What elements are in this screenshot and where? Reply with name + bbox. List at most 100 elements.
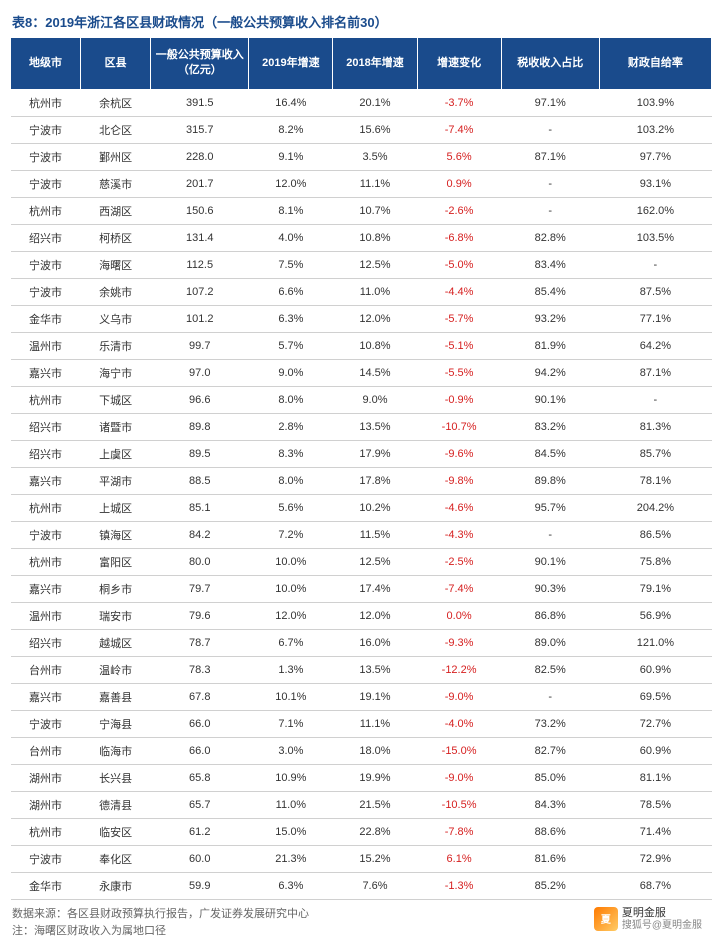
table-cell: 56.9% <box>599 602 711 629</box>
table-cell: 诸暨市 <box>81 413 151 440</box>
table-cell: 临安区 <box>81 818 151 845</box>
table-cell: 6.3% <box>249 872 333 899</box>
table-cell: -0.9% <box>417 386 501 413</box>
table-cell: 64.2% <box>599 332 711 359</box>
table-cell: 93.2% <box>501 305 599 332</box>
table-cell: 7.2% <box>249 521 333 548</box>
table-cell: 4.0% <box>249 224 333 251</box>
table-cell: 11.1% <box>333 710 417 737</box>
table-cell: 温州市 <box>11 332 81 359</box>
table-row: 嘉兴市海宁市97.09.0%14.5%-5.5%94.2%87.1% <box>11 359 712 386</box>
watermark-name: 夏明金服 <box>622 907 702 919</box>
table-row: 宁波市海曙区112.57.5%12.5%-5.0%83.4%- <box>11 251 712 278</box>
table-row: 嘉兴市嘉善县67.810.1%19.1%-9.0%-69.5% <box>11 683 712 710</box>
table-cell: 15.2% <box>333 845 417 872</box>
table-cell: 海曙区 <box>81 251 151 278</box>
table-cell: 89.0% <box>501 629 599 656</box>
table-cell: 85.0% <box>501 764 599 791</box>
table-cell: -7.8% <box>417 818 501 845</box>
table-cell: 16.0% <box>333 629 417 656</box>
table-row: 湖州市长兴县65.810.9%19.9%-9.0%85.0%81.1% <box>11 764 712 791</box>
table-cell: -15.0% <box>417 737 501 764</box>
table-row: 温州市瑞安市79.612.0%12.0%0.0%86.8%56.9% <box>11 602 712 629</box>
table-cell: 杭州市 <box>11 494 81 521</box>
table-row: 嘉兴市桐乡市79.710.0%17.4%-7.4%90.3%79.1% <box>11 575 712 602</box>
column-header: 财政自给率 <box>599 38 711 90</box>
table-cell: 17.4% <box>333 575 417 602</box>
table-cell: 89.8% <box>501 467 599 494</box>
table-cell: 9.0% <box>249 359 333 386</box>
table-cell: 101.2 <box>151 305 249 332</box>
table-cell: 17.9% <box>333 440 417 467</box>
table-cell: 11.1% <box>333 170 417 197</box>
table-cell: 1.3% <box>249 656 333 683</box>
table-cell: -5.7% <box>417 305 501 332</box>
table-cell: 12.5% <box>333 548 417 575</box>
table-cell: 85.7% <box>599 440 711 467</box>
table-cell: 21.3% <box>249 845 333 872</box>
table-cell: 103.5% <box>599 224 711 251</box>
table-cell: 绍兴市 <box>11 440 81 467</box>
table-row: 宁波市慈溪市201.712.0%11.1%0.9%-93.1% <box>11 170 712 197</box>
table-cell: 59.9 <box>151 872 249 899</box>
table-cell: 81.6% <box>501 845 599 872</box>
table-cell: 13.5% <box>333 656 417 683</box>
table-cell: 宁波市 <box>11 521 81 548</box>
table-cell: 5.7% <box>249 332 333 359</box>
table-cell: 温州市 <box>11 602 81 629</box>
table-cell: 绍兴市 <box>11 413 81 440</box>
table-cell: 永康市 <box>81 872 151 899</box>
table-cell: 20.1% <box>333 89 417 116</box>
table-cell: 90.1% <box>501 548 599 575</box>
table-cell: 66.0 <box>151 737 249 764</box>
table-cell: 桐乡市 <box>81 575 151 602</box>
table-cell: 北仑区 <box>81 116 151 143</box>
table-cell: 富阳区 <box>81 548 151 575</box>
table-cell: -2.6% <box>417 197 501 224</box>
table-cell: 82.7% <box>501 737 599 764</box>
table-body: 杭州市余杭区391.516.4%20.1%-3.7%97.1%103.9%宁波市… <box>11 89 712 899</box>
table-cell: - <box>501 116 599 143</box>
table-cell: 上虞区 <box>81 440 151 467</box>
table-cell: 18.0% <box>333 737 417 764</box>
table-cell: 68.7% <box>599 872 711 899</box>
column-header: 增速变化 <box>417 38 501 90</box>
table-cell: 14.5% <box>333 359 417 386</box>
table-cell: 78.1% <box>599 467 711 494</box>
table-cell: - <box>501 521 599 548</box>
table-cell: 86.8% <box>501 602 599 629</box>
table-row: 杭州市富阳区80.010.0%12.5%-2.5%90.1%75.8% <box>11 548 712 575</box>
table-cell: 81.1% <box>599 764 711 791</box>
table-cell: 7.5% <box>249 251 333 278</box>
table-cell: 81.9% <box>501 332 599 359</box>
table-cell: 金华市 <box>11 872 81 899</box>
table-cell: 海宁市 <box>81 359 151 386</box>
table-cell: 99.7 <box>151 332 249 359</box>
table-cell: -4.3% <box>417 521 501 548</box>
table-cell: -1.3% <box>417 872 501 899</box>
table-cell: 9.1% <box>249 143 333 170</box>
table-row: 宁波市北仑区315.78.2%15.6%-7.4%-103.2% <box>11 116 712 143</box>
table-cell: 余姚市 <box>81 278 151 305</box>
table-cell: 8.0% <box>249 467 333 494</box>
table-cell: 60.9% <box>599 737 711 764</box>
table-cell: 6.3% <box>249 305 333 332</box>
table-cell: 6.6% <box>249 278 333 305</box>
table-cell: 宁海县 <box>81 710 151 737</box>
finance-table: 地级市区县一般公共预算收入（亿元）2019年增速2018年增速增速变化税收收入占… <box>10 37 712 900</box>
table-cell: 90.3% <box>501 575 599 602</box>
table-cell: 11.0% <box>333 278 417 305</box>
table-cell: 85.2% <box>501 872 599 899</box>
table-cell: 6.1% <box>417 845 501 872</box>
table-cell: - <box>501 197 599 224</box>
watermark-sub: 搜狐号@夏明金服 <box>622 920 702 931</box>
table-cell: 台州市 <box>11 656 81 683</box>
table-cell: -2.5% <box>417 548 501 575</box>
table-cell: 10.8% <box>333 224 417 251</box>
column-header: 税收收入占比 <box>501 38 599 90</box>
table-cell: - <box>501 683 599 710</box>
table-cell: 96.6 <box>151 386 249 413</box>
table-cell: -5.1% <box>417 332 501 359</box>
table-row: 绍兴市上虞区89.58.3%17.9%-9.6%84.5%85.7% <box>11 440 712 467</box>
table-cell: 平湖市 <box>81 467 151 494</box>
